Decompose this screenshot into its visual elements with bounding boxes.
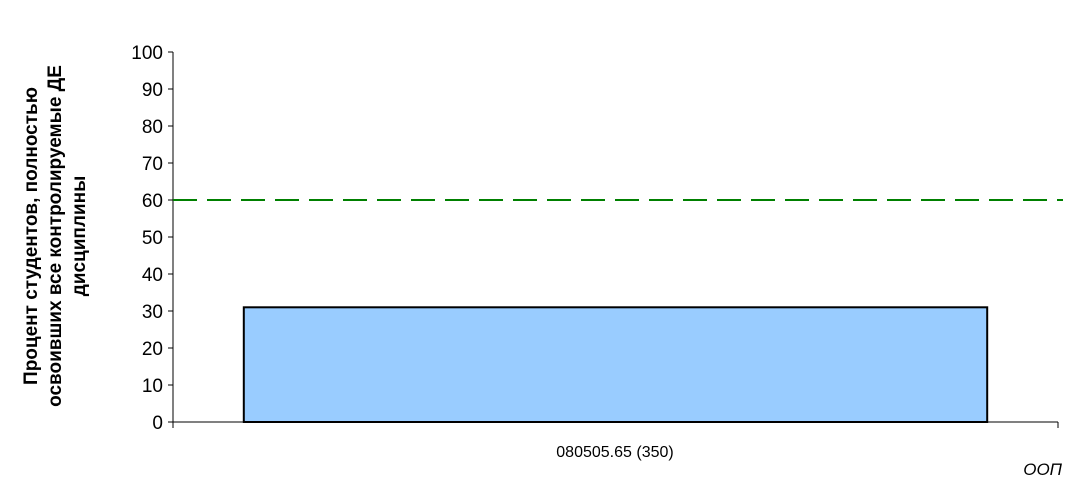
y-tick-label-0: 0 [152, 413, 163, 434]
y-tick-label-60: 60 [142, 191, 163, 212]
x-category-label: 080505.65 (350) [556, 444, 673, 461]
plot-area: 0 10 20 30 40 50 60 70 80 90 100 [131, 43, 1063, 434]
y-tick-label-30: 30 [142, 302, 163, 323]
y-tick-label-40: 40 [142, 265, 163, 286]
y-axis-title-line-2: освоивших все контролируемые ДЕ [45, 65, 66, 407]
y-tick-label-100: 100 [131, 43, 163, 64]
y-tick-label-90: 90 [142, 80, 163, 101]
y-axis-title: Процент студентов, полностью освоивших в… [21, 65, 90, 407]
y-axis-title-line-1: Процент студентов, полностью [21, 87, 42, 385]
y-tick-label-50: 50 [142, 228, 163, 249]
y-tick-label-10: 10 [142, 376, 163, 397]
y-axis-title-line-3: дисциплины [69, 176, 90, 297]
y-tick-label-80: 80 [142, 117, 163, 138]
bar-0 [242, 306, 989, 423]
y-tick-label-20: 20 [142, 339, 163, 360]
x-axis-title: ООП [1023, 460, 1062, 479]
y-tick-label-70: 70 [142, 154, 163, 175]
